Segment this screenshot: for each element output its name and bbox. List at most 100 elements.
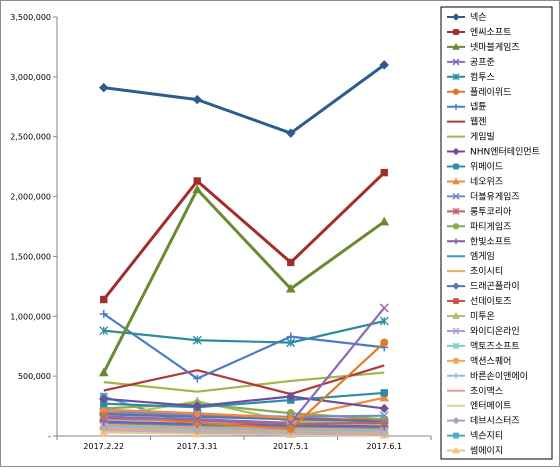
y-tick-label: 1,500,000 bbox=[10, 252, 51, 261]
legend-label: 더블유게임즈 bbox=[470, 190, 520, 202]
legend-marker bbox=[453, 298, 459, 304]
series-line-18 bbox=[103, 413, 385, 423]
legend-marker bbox=[452, 42, 460, 50]
data-point bbox=[285, 413, 296, 422]
data-point bbox=[380, 168, 388, 177]
data-point bbox=[99, 82, 109, 93]
legend-marker bbox=[453, 372, 459, 379]
data-point bbox=[99, 411, 108, 420]
data-point bbox=[286, 418, 296, 428]
legend-label: 액션스퀘어 bbox=[470, 355, 511, 367]
legend-label: 썸에이지 bbox=[470, 446, 503, 457]
legend-marker bbox=[452, 416, 460, 425]
legend-label: 플레이위드 bbox=[470, 87, 511, 98]
series-line-25 bbox=[103, 428, 385, 436]
data-point bbox=[192, 408, 203, 417]
series-line-0 bbox=[103, 63, 386, 135]
legend-label: 드래곤플라이 bbox=[470, 281, 520, 292]
legend-marker bbox=[452, 342, 460, 350]
legend-label: 엔씨소프트 bbox=[470, 27, 511, 38]
legend-marker bbox=[452, 327, 460, 335]
data-point bbox=[379, 392, 390, 402]
series-line-11 bbox=[103, 396, 385, 420]
data-point bbox=[192, 94, 202, 105]
data-point bbox=[380, 389, 388, 397]
data-point bbox=[285, 283, 296, 293]
series-line-22 bbox=[103, 425, 385, 433]
data-point bbox=[286, 391, 296, 402]
data-point bbox=[192, 401, 202, 411]
data-point bbox=[379, 411, 389, 421]
legend-marker bbox=[452, 73, 460, 81]
data-point bbox=[379, 60, 389, 70]
series-line-9 bbox=[103, 395, 385, 410]
series-line-6 bbox=[103, 312, 385, 380]
data-point bbox=[287, 258, 295, 267]
legend-label: 넵튠 bbox=[470, 102, 487, 113]
y-tick-label: 2,500,000 bbox=[10, 133, 51, 142]
series-line-4 bbox=[103, 320, 385, 344]
legend-marker bbox=[452, 147, 460, 156]
legend-marker bbox=[452, 192, 460, 200]
data-point bbox=[379, 418, 389, 428]
legend-label: 바른손이앤에이 bbox=[470, 371, 528, 382]
x-tick-label: 2017.5.1 bbox=[273, 442, 309, 451]
data-point bbox=[286, 424, 295, 433]
legend-label: 와이디온라인 bbox=[470, 325, 520, 337]
data-point bbox=[192, 414, 202, 424]
legend-marker bbox=[452, 207, 460, 215]
series-line-2 bbox=[102, 187, 386, 374]
data-point bbox=[286, 128, 296, 138]
legend-label: 위메이드 bbox=[470, 162, 503, 173]
y-tick-label: 2,000,000 bbox=[10, 193, 51, 202]
y-tick-label: 500,000 bbox=[18, 372, 51, 381]
data-point bbox=[286, 338, 296, 348]
legend-label: 공프준 bbox=[470, 57, 495, 68]
legend-marker bbox=[452, 88, 460, 95]
series-line-3 bbox=[103, 307, 386, 424]
legend-marker bbox=[453, 163, 459, 170]
x-tick-label: 2017.3.31 bbox=[177, 442, 218, 451]
y-tick-label: 1,000,000 bbox=[10, 312, 51, 321]
data-point bbox=[193, 418, 202, 427]
legend-label: NHN엔터테인먼트 bbox=[470, 147, 540, 158]
series-line-15 bbox=[103, 420, 385, 428]
legend-label: 조이맥스 bbox=[470, 386, 503, 397]
data-point bbox=[100, 295, 108, 304]
y-tick-label: 3,500,000 bbox=[10, 13, 51, 22]
legend-label: 파티게임즈 bbox=[470, 220, 511, 232]
data-point bbox=[99, 394, 109, 404]
series-line-7 bbox=[103, 364, 385, 396]
series-line-1 bbox=[102, 171, 386, 301]
y-tick-label: 3,000,000 bbox=[10, 73, 51, 82]
legend-label: 넥슨지티 bbox=[470, 431, 503, 442]
legend-label: 한빛소프트 bbox=[470, 236, 511, 247]
data-point bbox=[98, 367, 109, 377]
series-line-8 bbox=[103, 371, 385, 393]
legend-marker bbox=[452, 177, 460, 185]
data-point bbox=[379, 316, 389, 326]
legend-label: 선데이토즈 bbox=[470, 296, 511, 307]
y-tick-label: - bbox=[48, 432, 51, 441]
legend-label: 데브시스터즈 bbox=[470, 416, 520, 427]
legend-label: 미투온 bbox=[470, 311, 495, 322]
data-point bbox=[193, 374, 202, 383]
legend-box bbox=[440, 6, 553, 460]
legend-label: 룽투코리아 bbox=[470, 206, 512, 217]
legend-marker bbox=[452, 13, 460, 21]
data-point bbox=[379, 303, 389, 313]
data-point bbox=[192, 184, 203, 194]
legend-marker bbox=[453, 103, 459, 110]
data-point bbox=[99, 326, 109, 336]
data-point bbox=[380, 338, 389, 347]
legend-marker bbox=[453, 238, 459, 245]
legend-marker bbox=[452, 357, 460, 365]
data-point bbox=[99, 309, 108, 318]
data-point bbox=[379, 216, 390, 226]
series-line-5 bbox=[103, 341, 385, 430]
legend-label: 넷마블게임즈 bbox=[470, 41, 520, 53]
series-line-17 bbox=[103, 422, 385, 430]
data-point bbox=[192, 335, 202, 345]
